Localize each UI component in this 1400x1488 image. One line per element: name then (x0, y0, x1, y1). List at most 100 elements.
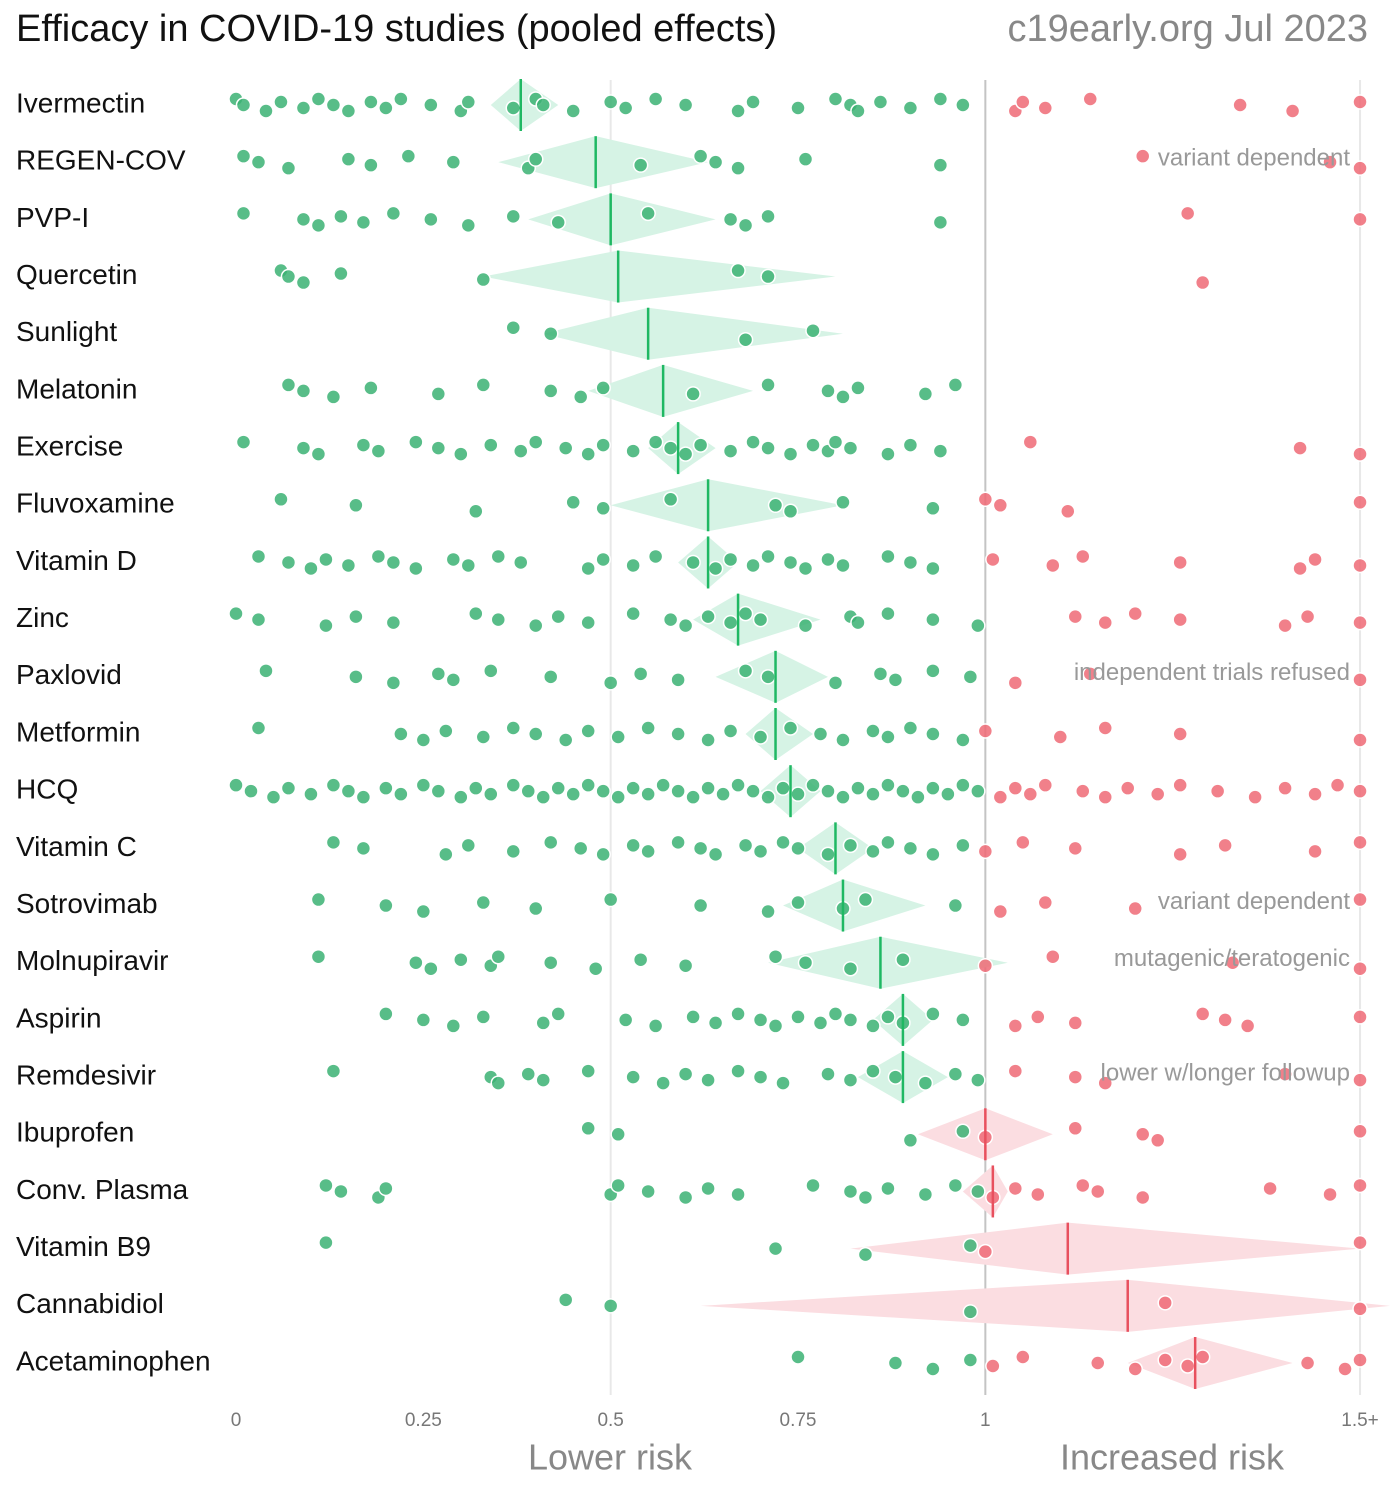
study-dot (1015, 1349, 1031, 1365)
study-dot (812, 1015, 829, 1031)
study-dot (782, 503, 799, 520)
study-dot (370, 443, 387, 459)
study-dot (280, 780, 297, 796)
study-dot (235, 205, 252, 222)
study-dot (400, 148, 417, 164)
study-dot (947, 897, 964, 914)
study-dot (775, 780, 791, 796)
study-dot (1292, 440, 1308, 456)
study-dot (280, 268, 297, 285)
study-dot (925, 1361, 941, 1377)
study-dot (1352, 494, 1368, 511)
study-dot (940, 786, 956, 802)
study-dot (917, 1186, 934, 1203)
study-dot (835, 732, 851, 748)
study-dot (1134, 1189, 1151, 1206)
study-dot (1097, 720, 1113, 736)
row-label: Acetaminophen (16, 1345, 211, 1376)
ci-diamond (783, 879, 926, 932)
study-dot (595, 783, 611, 799)
study-dot (700, 608, 716, 625)
study-dot (902, 840, 919, 857)
study-dot (250, 154, 267, 170)
study-dot (565, 103, 581, 119)
study-dot (715, 786, 731, 802)
ci-diamond (498, 136, 709, 189)
study-dot (468, 503, 484, 520)
study-dot (745, 434, 761, 450)
study-dot (760, 440, 776, 456)
study-dot (625, 605, 641, 622)
study-dot (580, 723, 596, 739)
row-label: Vitamin C (16, 831, 137, 862)
study-dot (932, 443, 949, 459)
study-dot (730, 1063, 746, 1079)
study-dot (1194, 274, 1211, 291)
study-dot (385, 614, 402, 631)
study-dot (662, 440, 679, 456)
study-dot (1352, 557, 1368, 574)
study-dot (767, 1018, 784, 1034)
study-dot (408, 954, 424, 971)
study-dot (887, 1069, 904, 1085)
study-dot (1299, 608, 1316, 625)
study-dot (1030, 1009, 1046, 1025)
study-dot (1157, 1295, 1173, 1311)
study-dot (445, 1018, 462, 1034)
study-dot (333, 265, 349, 282)
row-label: Remdesivir (16, 1059, 156, 1090)
study-dot (340, 103, 357, 119)
row: Paxlovid independent trials refused (16, 650, 1368, 703)
study-dot (1090, 1355, 1106, 1371)
study-dot (505, 843, 522, 860)
study-dot (977, 723, 994, 739)
x-axis: 0 0.25 0.5 0.75 1 1.5+ (231, 1410, 1379, 1431)
study-dot (1007, 1063, 1024, 1079)
study-dot (310, 446, 327, 462)
study-dot (1022, 786, 1039, 802)
study-dot (505, 720, 522, 736)
study-dot (542, 834, 559, 851)
study-dot (745, 94, 761, 110)
study-dot (1045, 557, 1061, 574)
study-dot (880, 1009, 896, 1025)
row: Molnupiravir mutagenic/teratogenic (16, 936, 1368, 989)
study-dot (258, 663, 274, 679)
study-dot (760, 669, 776, 685)
study-dot (962, 1352, 979, 1368)
study-dot (1067, 1015, 1084, 1031)
study-dot (850, 780, 866, 796)
study-dot (527, 151, 544, 167)
study-dot (453, 789, 469, 805)
study-dot (1352, 1072, 1368, 1088)
study-dot (1217, 1012, 1233, 1028)
study-dot (977, 491, 994, 508)
study-dot (880, 446, 896, 462)
study-dot (677, 1066, 694, 1082)
study-dot (595, 437, 611, 453)
study-dot (595, 846, 611, 863)
study-dot (580, 777, 596, 793)
study-dot (423, 211, 439, 228)
study-dot (460, 837, 477, 854)
study-dot (730, 1186, 746, 1203)
study-dot (572, 389, 589, 405)
study-dot (445, 672, 462, 688)
study-dot (1292, 560, 1308, 577)
study-dot (977, 843, 994, 860)
row-label: Metformin (16, 716, 140, 747)
study-dot (333, 1183, 349, 1200)
study-dot (1172, 611, 1188, 628)
study-dot (1307, 551, 1323, 568)
study-dot (1060, 503, 1076, 520)
study-dot (902, 1132, 919, 1149)
study-dot (677, 446, 694, 462)
study-dot (692, 148, 709, 164)
study-dot (535, 97, 551, 113)
row: Remdesivir lower w/longer followup (16, 1051, 1368, 1104)
study-dot (580, 560, 596, 577)
study-dot (378, 897, 394, 914)
study-dot (962, 1237, 979, 1254)
study-dot (1352, 834, 1368, 851)
study-dot (572, 840, 589, 857)
